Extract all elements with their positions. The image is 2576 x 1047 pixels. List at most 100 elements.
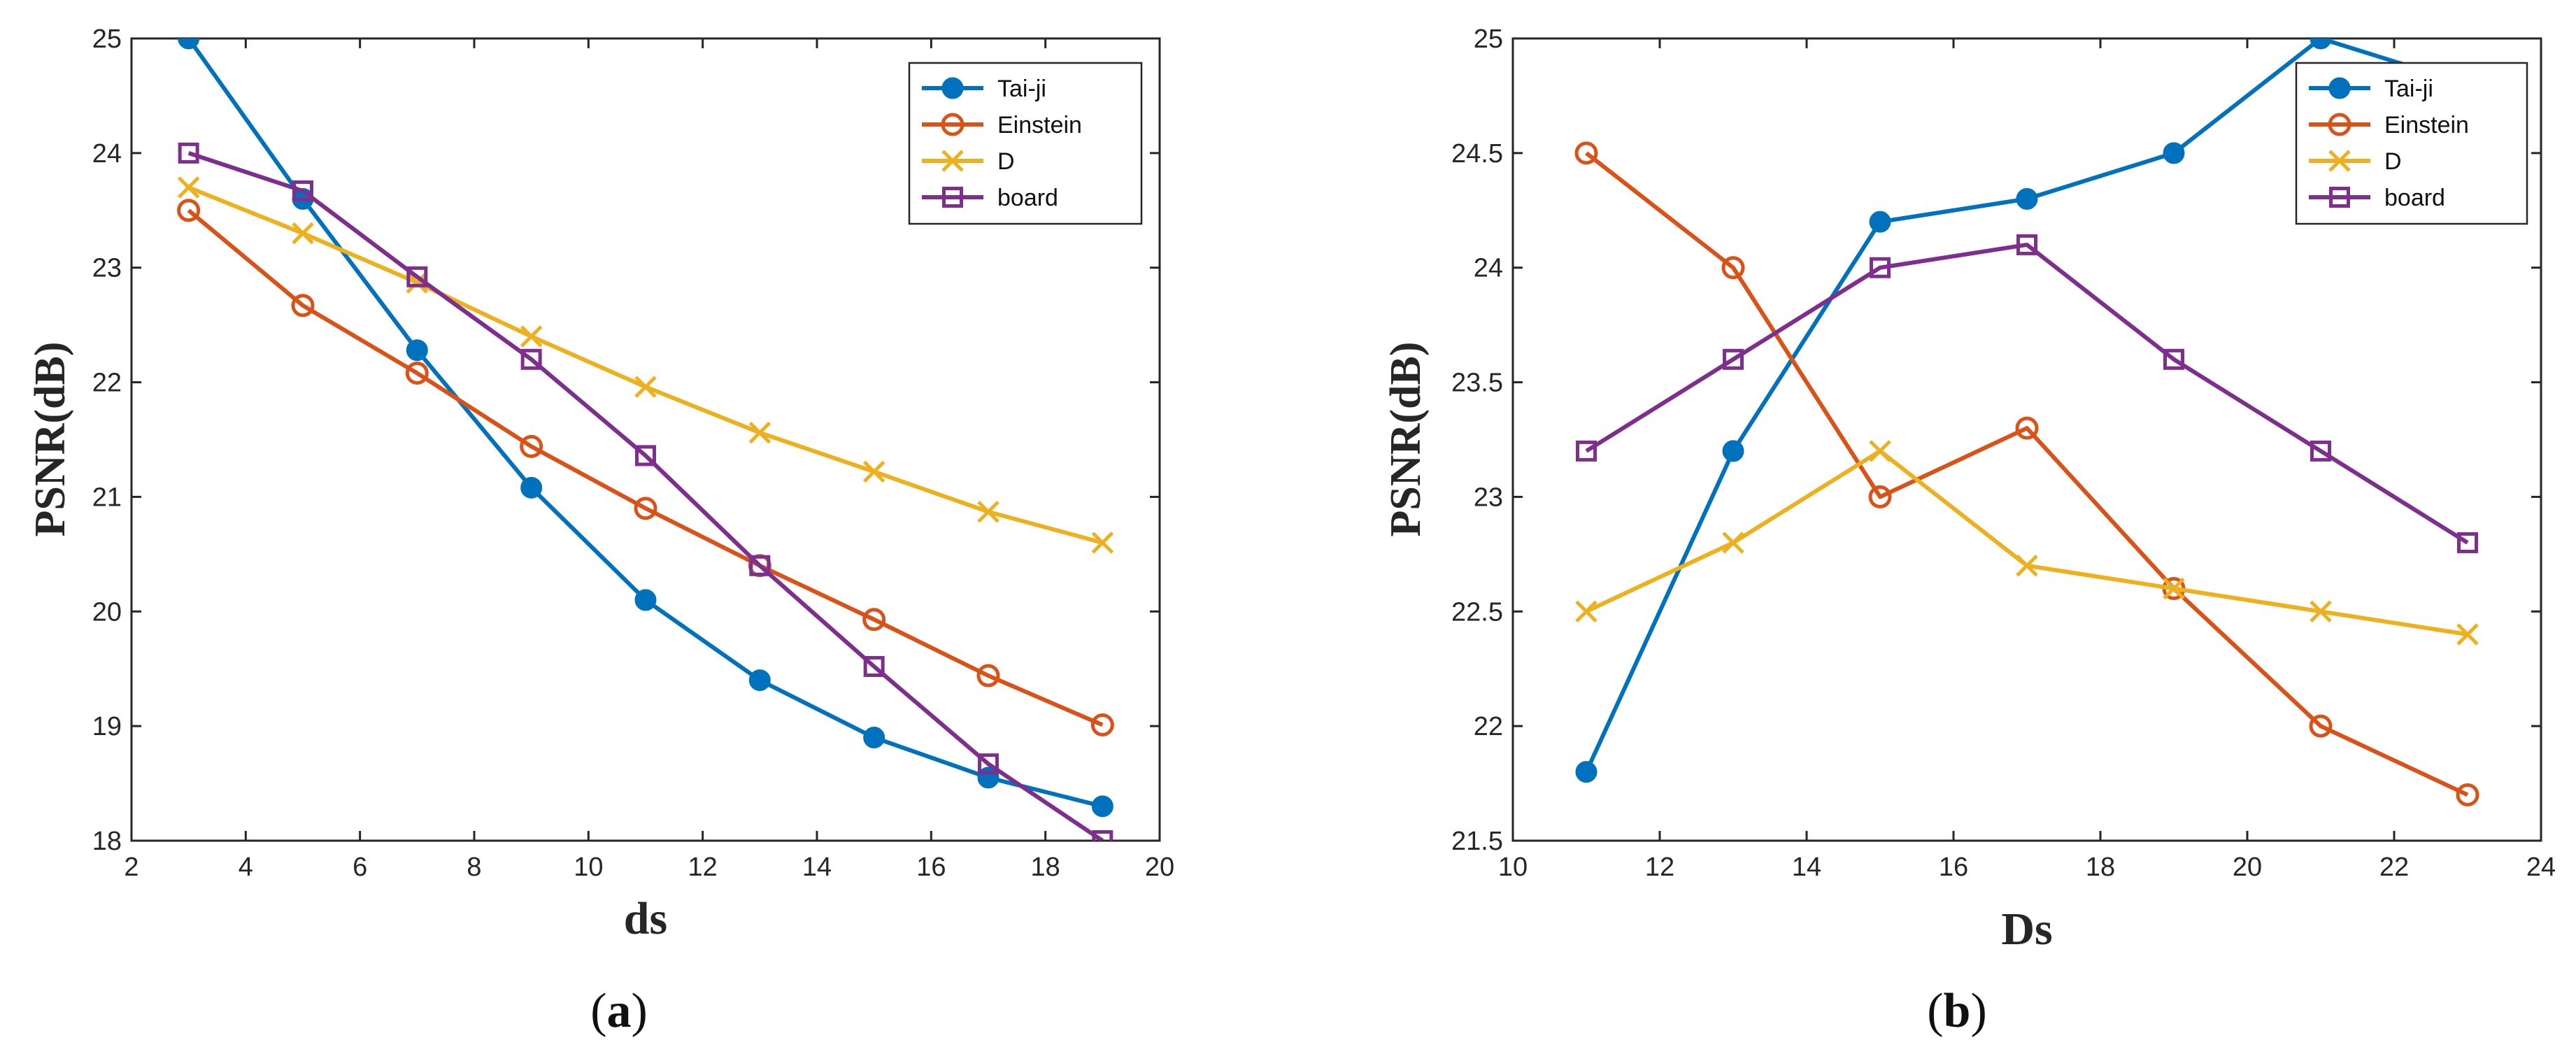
panel-caption-b: (b) [1927, 984, 1987, 1038]
data-point-a-d-8 [1091, 532, 1114, 554]
y-tick-label-b-5: 24 [1474, 254, 1503, 283]
data-point-a-board-3 [520, 348, 542, 370]
data-point-b-einstein-3 [2015, 416, 2039, 440]
legend-label-b-einstein: Einstein [2384, 112, 2469, 138]
data-point-a-einstein-7 [976, 664, 1000, 688]
data-point-a-d-7 [977, 500, 999, 523]
data-point-a-einstein-0 [177, 199, 201, 222]
data-point-a-tai-ji-4 [634, 589, 657, 611]
data-point-b-d-3 [2016, 554, 2038, 577]
data-point-b-tai-ji-5 [2310, 38, 2332, 50]
data-point-b-tai-ji-4 [2163, 142, 2185, 164]
x-tick-label-b-1: 12 [1645, 853, 1674, 882]
data-point-a-board-4 [635, 445, 656, 466]
data-point-a-d-6 [862, 460, 885, 483]
y-tick-label-a-1: 19 [92, 712, 122, 741]
x-tick-label-a-0: 2 [124, 853, 138, 882]
data-point-a-board-6 [863, 655, 885, 677]
data-point-b-d-4 [2163, 577, 2185, 600]
y-tick-label-a-7: 25 [92, 24, 122, 54]
data-point-a-board-0 [178, 142, 199, 164]
data-point-a-board-1 [292, 180, 313, 201]
y-tick-label-b-7: 25 [1474, 24, 1503, 54]
x-tick-label-a-1: 4 [239, 853, 253, 882]
data-point-b-d-0 [1575, 600, 1597, 623]
x-axis-label-a: ds [624, 893, 667, 944]
panel-caption-letter-b: b [1944, 984, 1971, 1038]
series-line-b-board [1585, 242, 2469, 545]
x-tick-label-a-9: 20 [1145, 853, 1174, 882]
data-point-b-board-5 [2310, 440, 2331, 462]
x-tick-label-a-2: 6 [353, 853, 367, 882]
x-tick-label-b-2: 14 [1792, 853, 1821, 882]
y-tick-label-a-3: 21 [92, 483, 122, 512]
legend-marker-a-board [942, 187, 963, 208]
data-point-b-board-4 [2163, 348, 2184, 370]
data-point-b-tai-ji-0 [1575, 761, 1597, 783]
data-point-a-tai-ji-5 [748, 669, 771, 692]
data-point-a-d-0 [177, 176, 200, 199]
data-point-a-board-7 [978, 753, 999, 775]
x-tick-label-a-4: 10 [574, 853, 603, 882]
data-point-b-board-6 [2457, 532, 2478, 553]
x-tick-label-b-0: 10 [1498, 853, 1528, 882]
legend-marker-a-d [941, 150, 964, 172]
series-line-a-einstein [187, 208, 1104, 727]
data-point-a-einstein-8 [1090, 713, 1114, 737]
x-tick-label-a-6: 14 [802, 853, 832, 882]
y-axis-label-b: PSNR(dB) [1382, 341, 1430, 536]
data-point-a-einstein-4 [634, 497, 657, 520]
y-axis-label-a: PSNR(dB) [27, 341, 74, 536]
series-line-b-einstein [1585, 151, 2469, 797]
y-tick-label-b-6: 24.5 [1451, 139, 1503, 169]
data-point-a-tai-ji-3 [520, 476, 543, 499]
y-tick-label-b-2: 22.5 [1451, 597, 1503, 627]
x-tick-label-b-7: 24 [2526, 853, 2556, 882]
legend-marker-b-board [2329, 187, 2350, 208]
data-point-b-d-1 [1722, 532, 1744, 554]
axis-ticks-b: 10 12 14 16 18 20 22 24 21.5 22 22.5 23 23.5 24 24.5 25 [1451, 24, 2556, 882]
panel-caption-letter-a: a [607, 984, 632, 1038]
data-point-b-einstein-6 [2456, 783, 2479, 806]
x-tick-label-b-6: 22 [2379, 853, 2409, 882]
x-tick-label-a-7: 16 [916, 853, 946, 882]
legend-label-b-d: D [2384, 148, 2402, 175]
legend-label-a-board: board [997, 185, 1058, 211]
data-point-a-board-5 [749, 555, 771, 576]
legend-label-b-tai-ji: Tai-ji [2384, 76, 2433, 102]
y-tick-label-b-1: 22 [1474, 712, 1503, 741]
data-point-a-d-2 [406, 271, 429, 294]
y-tick-label-a-4: 22 [92, 369, 122, 398]
data-point-a-d-3 [520, 325, 543, 348]
data-point-a-board-2 [406, 266, 428, 287]
data-point-a-tai-ji-8 [1091, 795, 1113, 818]
data-point-b-board-3 [2016, 234, 2037, 255]
legend-label-a-d: D [997, 148, 1015, 175]
data-point-a-einstein-6 [862, 608, 886, 632]
y-tick-label-b-0: 21.5 [1451, 827, 1503, 856]
data-point-b-board-2 [1870, 257, 1891, 278]
legend-label-b-board: board [2384, 185, 2445, 211]
data-point-a-einstein-2 [405, 361, 429, 385]
legend-label-a-einstein: Einstein [997, 112, 1082, 138]
data-point-a-d-1 [292, 222, 314, 245]
x-tick-label-a-8: 18 [1031, 853, 1060, 882]
y-tick-label-a-0: 18 [92, 827, 122, 856]
y-tick-label-a-5: 23 [92, 254, 122, 283]
data-point-a-einstein-3 [520, 434, 543, 458]
data-point-b-tai-ji-2 [1869, 211, 1891, 233]
x-tick-label-b-4: 18 [2086, 853, 2115, 882]
data-point-a-d-4 [634, 376, 657, 398]
data-point-b-einstein-1 [1721, 256, 1745, 280]
legend-marker-b-tai-ji [2328, 77, 2351, 99]
x-tick-label-a-5: 12 [688, 853, 718, 882]
series-layer-b [1574, 38, 2479, 806]
panel-caption-a: (a) [590, 984, 648, 1038]
data-point-b-board-0 [1576, 440, 1597, 462]
legend-marker-b-einstein [2328, 113, 2351, 136]
x-tick-label-a-3: 8 [467, 853, 481, 882]
